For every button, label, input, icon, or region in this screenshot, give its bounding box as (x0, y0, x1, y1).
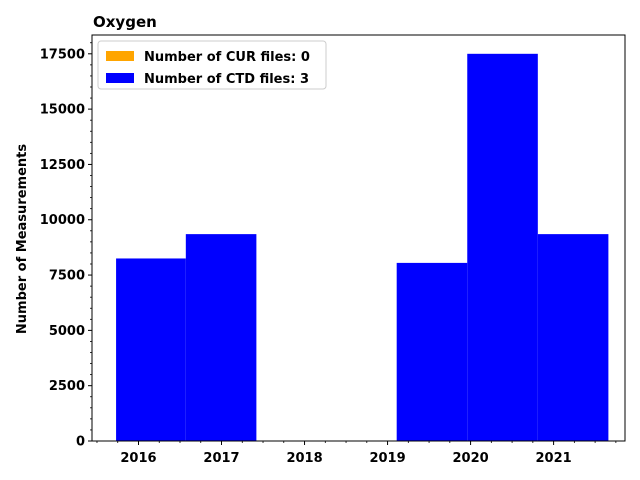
y-tick-label: 0 (76, 435, 85, 450)
legend-swatch (106, 73, 134, 83)
y-tick-label: 7500 (49, 269, 85, 284)
x-tick-label: 2017 (203, 451, 239, 466)
y-tick-label: 12500 (40, 158, 85, 173)
axes-group: 0 2500 5000 7500 10000 12500 15000 17500 2016 201… (40, 34, 626, 466)
x-tick-label: 2016 (120, 451, 156, 466)
bar-1-6 (537, 234, 609, 441)
bars-group (116, 53, 609, 441)
y-axis-label: Number of Measurements (15, 144, 30, 334)
y-tick-label: 17500 (40, 47, 85, 62)
chart-title: Oxygen (93, 13, 157, 31)
legend-swatch (106, 51, 134, 61)
plot-frame (91, 34, 626, 442)
y-tick-label: 5000 (49, 324, 85, 339)
y-tick-label: 2500 (49, 379, 85, 394)
legend-label: Number of CTD files: 3 (144, 72, 309, 87)
x-tick-label: 2018 (286, 451, 322, 466)
x-tick-label: 2021 (536, 451, 572, 466)
bar-1-5 (467, 53, 538, 441)
y-tick-label: 15000 (40, 103, 85, 118)
x-tick-label: 2019 (369, 451, 405, 466)
bar-1-1 (185, 234, 257, 441)
bar-1-4 (396, 262, 468, 441)
legend: Number of CUR files: 0 Number of CTD file… (97, 40, 327, 90)
legend-box (97, 40, 327, 90)
bar-1-0 (116, 258, 186, 441)
y-tick-label: 10000 (40, 213, 85, 228)
x-tick-label: 2020 (452, 451, 488, 466)
legend-label: Number of CUR files: 0 (144, 50, 310, 65)
